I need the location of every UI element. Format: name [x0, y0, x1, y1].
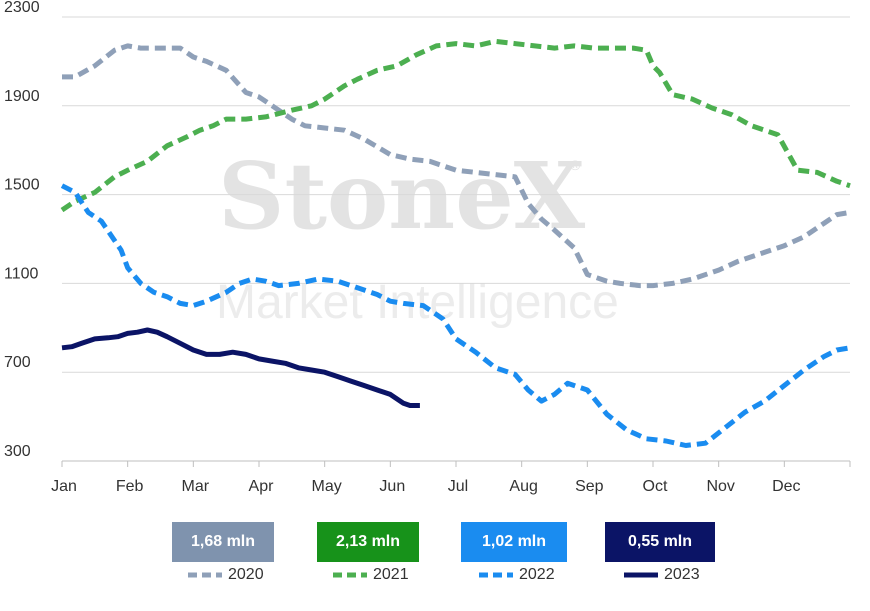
x-tick-label: Apr [249, 478, 275, 495]
series-line-2023 [61, 327, 420, 408]
x-tick-label: Jun [379, 478, 405, 495]
legend-swatch-2023 [624, 572, 658, 578]
x-tick-label: May [312, 478, 342, 495]
x-tick-label: Jan [51, 478, 77, 495]
line-chart: StoneX ® Market Intelligence 30070011001… [4, 0, 851, 495]
legend-item-2022: 2022 [477, 565, 555, 585]
tick-labels: 300 700 1100 1500 1900 2300 Jan Feb Mar Apr May Jun… [4, 0, 801, 495]
axes [61, 460, 851, 467]
x-tick-label: Aug [509, 478, 537, 495]
y-tick-label: 1900 [4, 88, 40, 105]
x-tick-label: Jul [448, 478, 468, 495]
badge-2020: 1,68 mln [172, 522, 274, 562]
badge-2022: 1,02 mln [461, 522, 567, 562]
legend-label-2022: 2022 [519, 566, 555, 583]
y-tick-label: 1500 [4, 177, 40, 194]
legend-item-2023: 2023 [622, 565, 700, 585]
legend-item-2020: 2020 [186, 565, 264, 585]
legend-label-2020: 2020 [228, 566, 264, 583]
legend-swatch-2020 [188, 572, 222, 578]
legend-label-2023: 2023 [664, 566, 700, 583]
y-tick-label: 2300 [4, 0, 40, 16]
x-tick-label: Oct [643, 478, 668, 495]
x-tick-label: Mar [182, 478, 210, 495]
legend-swatch-2021 [333, 572, 367, 578]
series-line-2022 [60, 183, 851, 448]
gridlines [62, 16, 850, 373]
watermark-registered-mark: ® [570, 157, 581, 173]
y-tick-label: 300 [4, 443, 31, 460]
series-lines [60, 38, 851, 448]
legend-label-2021: 2021 [373, 566, 409, 583]
watermark-subtitle: Market Intelligence [216, 276, 619, 329]
legend-item-2021: 2021 [331, 565, 409, 585]
x-tick-label: Dec [772, 478, 800, 495]
legend-swatch-2022 [479, 572, 513, 578]
badge-2023: 0,55 mln [605, 522, 715, 562]
series-line-2021 [60, 38, 851, 213]
x-tick-label: Nov [706, 478, 734, 495]
badge-2021: 2,13 mln [317, 522, 419, 562]
x-tick-label: Feb [116, 478, 144, 495]
x-tick-label: Sep [575, 478, 604, 495]
y-tick-label: 700 [4, 354, 31, 371]
y-tick-label: 1100 [4, 265, 39, 282]
